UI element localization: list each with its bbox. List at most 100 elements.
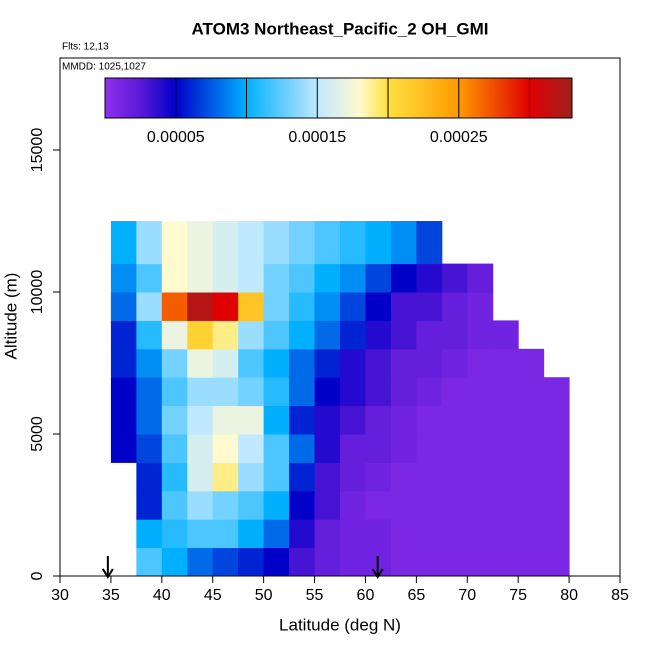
heat-cell <box>441 519 468 549</box>
heat-cell <box>416 348 443 378</box>
heat-cell <box>212 221 239 265</box>
heat-cell <box>518 490 545 520</box>
heat-cell <box>340 320 366 350</box>
heat-cell <box>390 292 417 321</box>
x-tick-label: 55 <box>306 587 324 604</box>
heat-cell <box>467 263 494 293</box>
heat-cell <box>340 377 366 407</box>
heat-cell <box>212 462 239 492</box>
heat-cell <box>110 405 137 435</box>
heat-cell <box>136 490 163 520</box>
heat-cell <box>161 434 188 463</box>
heat-cell <box>289 320 316 350</box>
heat-cell <box>212 292 239 321</box>
heat-cell <box>289 434 316 463</box>
heat-cell <box>543 462 570 492</box>
heat-cell <box>289 263 316 293</box>
x-tick-label: 40 <box>153 587 171 604</box>
heat-cell <box>110 434 137 463</box>
heat-cell <box>314 221 341 265</box>
heat-cell <box>365 221 392 265</box>
heat-cell <box>314 263 341 293</box>
heat-cell <box>136 547 163 577</box>
heat-cell <box>238 434 265 463</box>
heat-cell <box>314 377 341 407</box>
heat-cell <box>340 292 366 321</box>
x-axis-label: Latitude (deg N) <box>279 615 401 634</box>
heat-cell <box>390 348 417 378</box>
heat-cell <box>390 462 417 492</box>
heat-cell <box>365 519 392 549</box>
heat-cell <box>467 320 494 350</box>
heat-cell <box>110 263 137 293</box>
heat-cell <box>314 519 341 549</box>
heat-cell <box>187 519 214 549</box>
heat-cell <box>390 519 417 549</box>
heat-cell <box>518 405 545 435</box>
heat-cell <box>340 405 366 435</box>
colorbar <box>104 77 573 119</box>
heat-cell <box>340 434 366 463</box>
x-tick-label: 85 <box>611 587 629 604</box>
heat-cell <box>441 462 468 492</box>
heat-cell <box>543 405 570 435</box>
heat-cell <box>161 462 188 492</box>
heat-cell <box>289 405 316 435</box>
heat-cell <box>289 519 316 549</box>
heat-cell <box>187 348 214 378</box>
heat-cell <box>161 377 188 407</box>
heat-cell <box>212 519 239 549</box>
heat-cell <box>390 320 417 350</box>
annotation: MMDD: 1025,1027 <box>62 62 146 73</box>
heat-cell <box>467 519 494 549</box>
heat-cell <box>289 547 316 577</box>
heat-cell <box>390 263 417 293</box>
heat-cell <box>518 547 545 577</box>
colorbar-tick-label: 0.00005 <box>147 129 205 146</box>
heat-cell <box>390 221 417 265</box>
heat-cell <box>518 377 545 407</box>
heat-cell <box>187 462 214 492</box>
heat-cell <box>340 348 366 378</box>
y-tick-label: 15000 <box>29 128 46 173</box>
heat-cell <box>314 292 341 321</box>
heat-cell <box>187 377 214 407</box>
heat-cell <box>212 348 239 378</box>
heat-cell <box>492 434 519 463</box>
heat-cell <box>467 462 494 492</box>
heat-cell <box>263 547 290 577</box>
heat-cell <box>289 377 316 407</box>
heat-cell <box>467 547 494 577</box>
heat-cell <box>416 320 443 350</box>
heat-cell <box>340 519 366 549</box>
heat-cell <box>161 263 188 293</box>
heat-cell <box>314 405 341 435</box>
heat-cell <box>161 348 188 378</box>
heat-cell <box>263 320 290 350</box>
heat-cell <box>441 547 468 577</box>
heat-cell <box>467 292 494 321</box>
x-tick-label: 35 <box>102 587 120 604</box>
y-tick-label: 10000 <box>29 270 46 315</box>
heat-cell <box>263 434 290 463</box>
heat-cell <box>441 320 468 350</box>
heat-cell <box>543 519 570 549</box>
heat-cell <box>365 292 392 321</box>
heat-cell <box>238 519 265 549</box>
heat-cell <box>289 292 316 321</box>
heat-cell <box>187 490 214 520</box>
heat-cell <box>441 263 468 293</box>
heat-cell <box>187 547 214 577</box>
heat-cell <box>289 348 316 378</box>
heat-cell <box>416 519 443 549</box>
heat-cell <box>136 405 163 435</box>
heat-cell <box>238 377 265 407</box>
heat-cell <box>212 405 239 435</box>
heat-cell <box>212 320 239 350</box>
heat-cell <box>110 292 137 321</box>
heat-cell <box>263 377 290 407</box>
plot-frame <box>59 57 621 577</box>
heat-cell <box>187 320 214 350</box>
heat-cell <box>161 221 188 265</box>
